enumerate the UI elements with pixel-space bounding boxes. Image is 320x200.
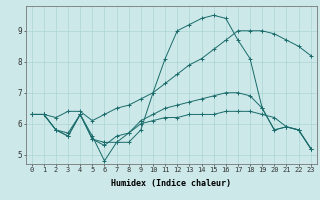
X-axis label: Humidex (Indice chaleur): Humidex (Indice chaleur) <box>111 179 231 188</box>
